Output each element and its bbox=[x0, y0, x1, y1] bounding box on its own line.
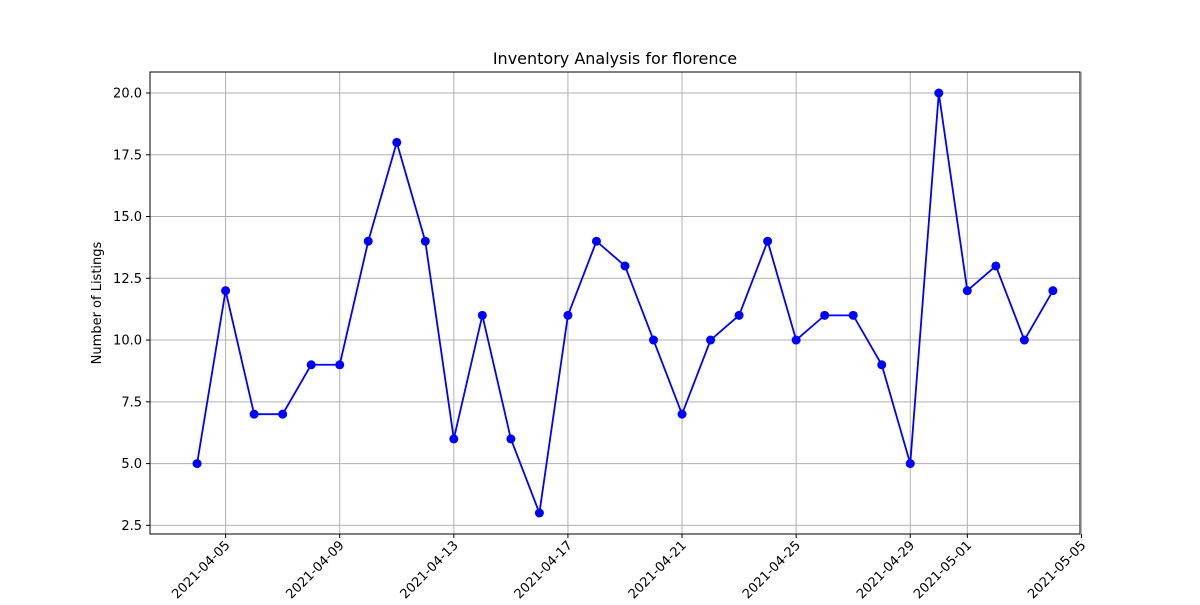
data-point bbox=[820, 310, 830, 320]
y-tick-label: 17.5 bbox=[113, 148, 142, 163]
x-tick-label: 2021-04-13 bbox=[398, 538, 462, 600]
data-point bbox=[677, 409, 687, 419]
data-point bbox=[278, 409, 288, 419]
x-tick-label: 2021-04-29 bbox=[854, 538, 918, 600]
x-tick-label: 2021-04-09 bbox=[283, 538, 347, 600]
data-point bbox=[620, 261, 630, 271]
y-tick-label: 10.0 bbox=[113, 334, 142, 349]
data-point bbox=[221, 286, 231, 296]
data-point bbox=[335, 360, 345, 370]
data-point bbox=[1019, 335, 1029, 345]
data-point bbox=[506, 434, 516, 444]
data-point bbox=[591, 236, 601, 246]
y-tick-label: 12.5 bbox=[113, 272, 142, 287]
x-tick-label: 2021-04-17 bbox=[512, 538, 576, 600]
data-point bbox=[848, 310, 858, 320]
data-point bbox=[905, 459, 915, 469]
data-point bbox=[534, 508, 544, 518]
chart-title: Inventory Analysis for florence bbox=[493, 49, 737, 68]
y-tick-label: 7.5 bbox=[121, 395, 142, 410]
y-tick-label: 5.0 bbox=[121, 457, 142, 472]
data-point bbox=[1048, 286, 1058, 296]
grid-layer bbox=[150, 72, 1082, 534]
data-point bbox=[734, 310, 744, 320]
y-tick-label: 15.0 bbox=[113, 210, 142, 225]
series-line bbox=[196, 92, 1054, 517]
y-axis-label: Number of Listings bbox=[90, 241, 105, 364]
series-layer bbox=[192, 88, 1058, 518]
data-point bbox=[962, 286, 972, 296]
data-point bbox=[706, 335, 716, 345]
data-point bbox=[420, 236, 430, 246]
x-tick-label: 2021-05-05 bbox=[1025, 538, 1089, 600]
data-point bbox=[763, 236, 773, 246]
data-point bbox=[563, 310, 573, 320]
data-point bbox=[477, 310, 487, 320]
x-tick-label: 2021-04-21 bbox=[626, 538, 690, 600]
data-point bbox=[449, 434, 459, 444]
ticks-layer: 2.5 5.0 7.5 10.0 12.5 15.0 17.5 20.0 2021-04-05 2… bbox=[113, 87, 1089, 603]
data-point bbox=[791, 335, 801, 345]
y-tick-label: 20.0 bbox=[113, 87, 142, 102]
plot-frame bbox=[149, 71, 1081, 535]
data-point bbox=[649, 335, 659, 345]
data-point bbox=[306, 360, 316, 370]
data-point bbox=[192, 459, 202, 469]
data-point bbox=[877, 360, 887, 370]
data-point bbox=[392, 137, 402, 147]
x-tick-label: 2021-04-05 bbox=[169, 538, 233, 600]
y-tick-label: 2.5 bbox=[121, 519, 142, 534]
data-point bbox=[991, 261, 1001, 271]
data-point bbox=[249, 409, 259, 419]
data-point bbox=[934, 88, 944, 98]
x-tick-label: 2021-04-25 bbox=[740, 538, 804, 600]
data-point bbox=[363, 236, 373, 246]
x-tick-label: 2021-05-01 bbox=[911, 538, 975, 600]
